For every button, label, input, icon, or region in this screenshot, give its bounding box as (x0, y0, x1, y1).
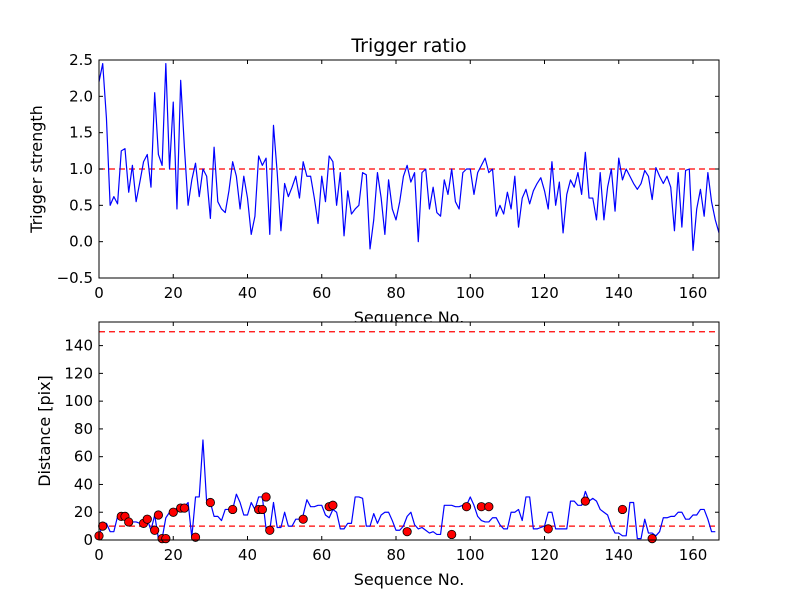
data-point-marker (484, 502, 494, 512)
series-line (98, 63, 720, 251)
threshold-lines (99, 331, 719, 527)
data-point-marker (617, 504, 628, 515)
data-point-marker (402, 527, 412, 537)
y-ticks: 0 20 40 60 80 100 120 140 (64, 337, 719, 549)
x-tick-label: 100 (456, 546, 485, 564)
series-group (98, 63, 720, 251)
x-tick-label: 60 (312, 546, 331, 564)
y-tick-label: 2.5 (69, 51, 93, 69)
y-tick-label: 140 (64, 337, 93, 355)
data-point-marker (228, 504, 238, 515)
trigger-ratio-chart: Trigger ratio 0 20 40 60 80 100 120 140 160 −0.5… (27, 35, 720, 327)
x-tick-label: 140 (604, 284, 633, 302)
x-tick-label: 40 (238, 284, 257, 302)
y-tick-label: 0 (83, 531, 93, 549)
data-point-marker (150, 525, 160, 535)
data-point-marker (543, 524, 553, 534)
data-point-marker (265, 525, 275, 535)
x-tick-label: 80 (386, 546, 405, 564)
y-tick-label: 60 (74, 448, 93, 466)
data-point-marker (190, 532, 201, 542)
y-tick-label: 0.0 (69, 233, 93, 251)
x-tick-label: 60 (312, 284, 331, 302)
data-point-marker (328, 500, 338, 510)
data-point-marker (142, 514, 152, 524)
data-point-marker (168, 507, 178, 517)
data-point-marker (261, 492, 271, 502)
x-ticks: 0 20 40 60 80 100 120 140 160 (94, 60, 707, 302)
y-tick-label: 120 (64, 364, 93, 382)
plot-border (98, 321, 720, 541)
data-point-marker (580, 496, 590, 506)
y-axis-label: Trigger strength (27, 105, 46, 234)
plot-frame (99, 322, 719, 540)
y-tick-label: 0.5 (69, 196, 93, 214)
y-tick-label: 1.0 (69, 160, 93, 178)
y-axis-label: Distance [pix] (35, 375, 54, 487)
x-tick-label: 0 (94, 546, 104, 564)
chart-title: Trigger ratio (350, 35, 466, 57)
data-point-marker (98, 521, 108, 531)
x-tick-label: 40 (238, 546, 257, 564)
x-tick-label: 100 (456, 284, 485, 302)
data-point-marker (124, 517, 134, 527)
y-tick-label: 80 (74, 420, 93, 438)
x-axis-label: Sequence No. (354, 570, 465, 589)
x-ticks: 0 20 40 60 80 100 120 140 160 (94, 322, 707, 564)
x-tick-label: 160 (679, 546, 708, 564)
x-tick-label: 20 (164, 284, 183, 302)
marker-group (94, 492, 657, 544)
x-tick-label: 120 (530, 284, 559, 302)
series-group (98, 439, 716, 540)
series-line (98, 439, 716, 540)
x-tick-label: 160 (679, 284, 708, 302)
x-tick-label: 120 (530, 546, 559, 564)
x-tick-label: 80 (386, 284, 405, 302)
x-tick-label: 0 (94, 284, 104, 302)
data-point-marker (179, 503, 189, 513)
distance-chart: 0 20 40 60 80 100 120 140 160 0 20 40 60 80 100 120 140… (35, 321, 720, 589)
y-tick-label: 40 (74, 475, 93, 493)
y-tick-label: 2.0 (69, 87, 93, 105)
data-point-marker (205, 497, 215, 508)
plot-border (98, 59, 720, 279)
data-point-marker (257, 504, 267, 515)
data-point-marker (161, 534, 171, 544)
y-tick-label: 100 (64, 392, 93, 410)
data-point-marker (447, 529, 457, 540)
y-tick-label: 20 (74, 503, 93, 521)
y-tick-label: −0.5 (57, 269, 93, 287)
y-tick-label: 1.5 (69, 124, 93, 142)
data-point-marker (298, 514, 308, 524)
x-tick-label: 20 (164, 546, 183, 564)
x-tick-label: 140 (604, 546, 633, 564)
y-ticks: −0.5 0.0 0.5 1.0 1.5 2.0 2.5 (57, 51, 719, 287)
data-point-marker (647, 534, 657, 544)
data-point-marker (461, 502, 472, 512)
data-point-marker (153, 510, 164, 520)
